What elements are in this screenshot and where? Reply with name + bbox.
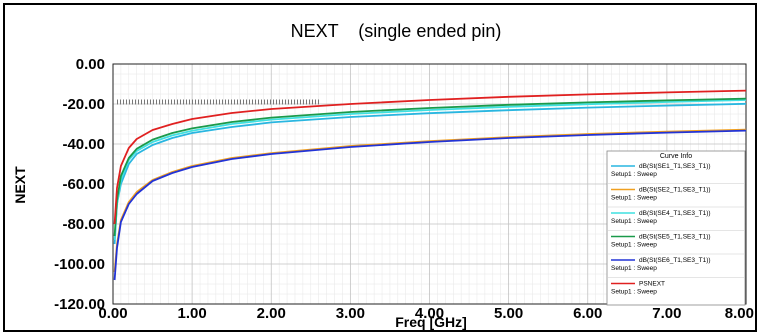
x-tick-label: 5.00 <box>494 305 523 322</box>
legend-entry-name: dB(St(SE5_T1,SE3_T1)) <box>639 234 711 241</box>
x-tick-label: 1.00 <box>178 305 207 322</box>
x-tick-label: 4.00 <box>415 305 444 322</box>
plot-svg: NEXT (single ended pin) 0.00 -20.00 -40.00… <box>12 21 754 330</box>
x-tick-label: 8.00 <box>725 305 754 322</box>
series-line <box>113 102 747 245</box>
series-line <box>113 97 747 237</box>
legend-entry-sub: Setup1 : Sweep <box>611 265 657 272</box>
legend-entry-sub: Setup1 : Sweep <box>611 289 657 296</box>
legend-title: Curve Info <box>660 153 692 160</box>
y-tick-label: 0.00 <box>76 56 105 73</box>
plot-area <box>112 63 747 305</box>
chart-title: NEXT (single ended pin) <box>291 21 502 41</box>
series-line <box>113 129 747 281</box>
chart-frame: NEXT (single ended pin) 0.00 -20.00 -40.00… <box>3 3 757 332</box>
legend-entry-sub: Setup1 : Sweep <box>611 218 657 225</box>
x-tick-label: 2.00 <box>257 305 286 322</box>
x-tick-label: 6.00 <box>573 305 602 322</box>
y-tick-label: -120.00 <box>54 296 105 313</box>
x-tick-label: 7.00 <box>652 305 681 322</box>
y-tick-label: -60.00 <box>62 176 105 193</box>
series-line <box>113 89 747 225</box>
x-tick-labels: 0.00 1.00 2.00 3.00 4.00 5.00 6.00 7.00 8.00 <box>98 305 754 322</box>
legend-entry-sub: Setup1 : Sweep <box>611 171 657 178</box>
legend-entries: dB(St(SE1_T1,SE3_T1))Setup1 : SweepdB(St… <box>608 163 744 296</box>
legend-entry-name: dB(St(SE2_T1,SE3_T1)) <box>639 187 711 194</box>
legend-entry-name: dB(St(SE4_T1,SE3_T1)) <box>639 210 711 217</box>
y-tick-label: -20.00 <box>62 96 105 113</box>
legend-entry-sub: Setup1 : Sweep <box>611 242 657 249</box>
x-axis-title: Freq [GHz] <box>395 314 467 330</box>
y-axis-title: NEXT <box>12 166 28 204</box>
y-tick-labels: 0.00 -20.00 -40.00 -60.00 -80.00 -100.00 -120.… <box>54 56 105 313</box>
legend-entry-name: dB(St(SE1_T1,SE3_T1)) <box>639 163 711 170</box>
legend: Curve Info dB(St(SE1_T1,SE3_T1))Setup1 :… <box>606 150 746 306</box>
y-tick-label: -100.00 <box>54 256 105 273</box>
legend-entry-name: dB(St(SE6_T1,SE3_T1)) <box>639 257 711 264</box>
legend-box <box>606 150 746 306</box>
x-tick-label: 3.00 <box>336 305 365 322</box>
y-tick-label: -80.00 <box>62 216 105 233</box>
series-layer <box>113 89 747 281</box>
legend-entry-sub: Setup1 : Sweep <box>611 195 657 202</box>
x-tick-label: 0.00 <box>98 305 127 322</box>
series-line <box>113 99 747 241</box>
y-tick-label: -40.00 <box>62 136 105 153</box>
legend-entry-name: PSNEXT <box>639 281 665 288</box>
